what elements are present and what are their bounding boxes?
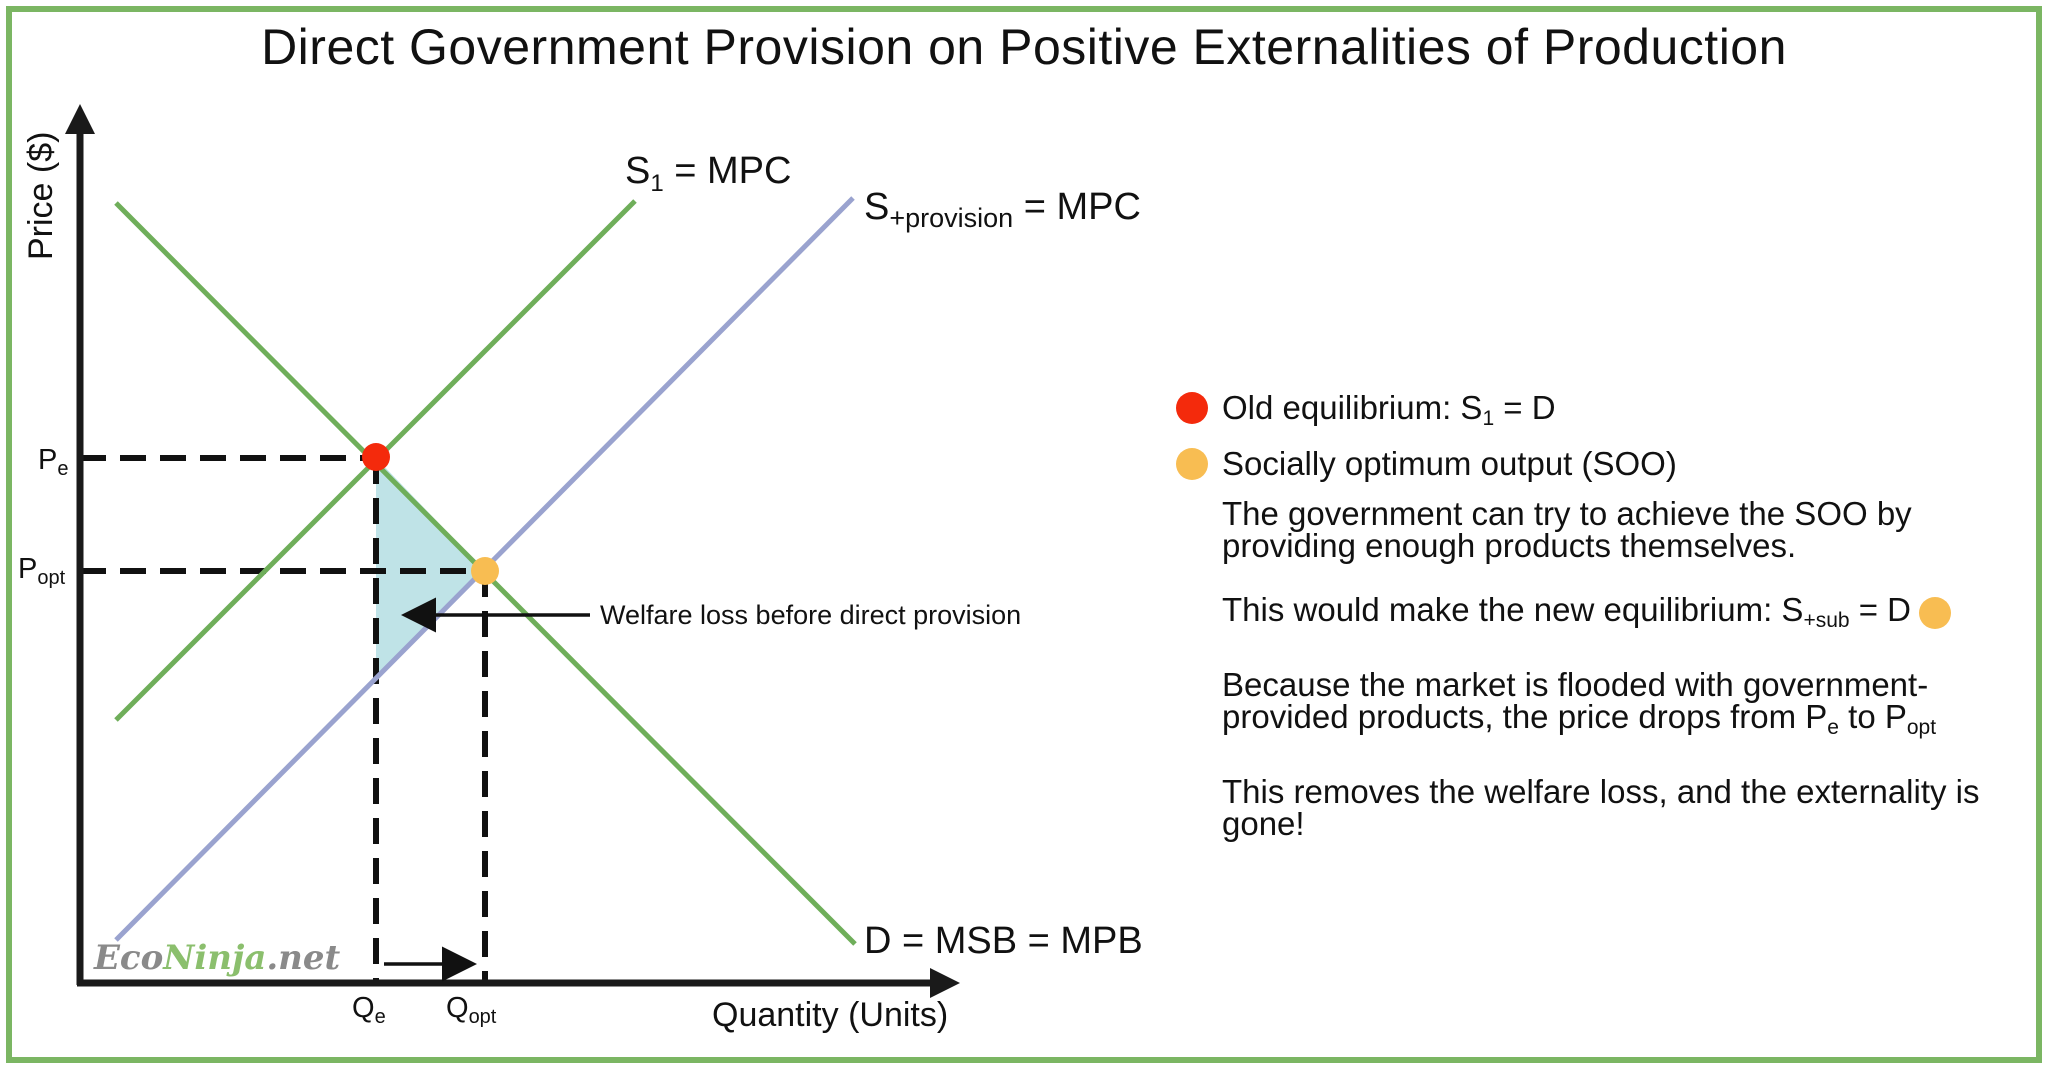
diagram-title: Direct Government Provision on Positive … xyxy=(261,19,1787,75)
legend-item-social-optimum: Socially optimum output (SOO) xyxy=(1176,442,2036,498)
red-dot-icon xyxy=(1176,392,1208,424)
x-axis-arrow-icon xyxy=(930,968,960,998)
qopt-label: Qopt xyxy=(446,992,497,1028)
legend-old-equilibrium-text: Old equilibrium: S1 = D xyxy=(1222,389,1556,430)
welfare-loss-annotation: Welfare loss before direct provision xyxy=(600,600,1022,630)
popt-label: Popt xyxy=(18,553,66,589)
x-axis-label: Quantity (Units) xyxy=(712,996,949,1034)
old-equilibrium-dot xyxy=(362,443,390,471)
s1-curve-label: S1 = MPC xyxy=(625,150,792,197)
y-axis-label: Price ($) xyxy=(22,131,60,260)
explanation-paragraph-4: This removes the welfare loss, and the e… xyxy=(1222,773,1980,842)
qe-label: Qe xyxy=(352,992,386,1028)
pe-label: Pe xyxy=(38,444,69,480)
frame-border xyxy=(6,6,2042,1063)
social-optimum-dot xyxy=(471,557,499,585)
y-axis-arrow-icon xyxy=(65,104,95,134)
welfare-loss-area xyxy=(376,458,485,675)
explanation-paragraph-3: Because the market is flooded with gover… xyxy=(1222,666,1937,739)
demand-curve-label: D = MSB = MPB xyxy=(864,920,1143,962)
legend-panel: Old equilibrium: S1 = D Socially optimum… xyxy=(1176,386,2036,872)
legend-social-optimum-text: Socially optimum output (SOO) xyxy=(1222,445,1677,482)
s-provision-curve-label: S+provision = MPC xyxy=(864,186,1141,233)
orange-dot-icon xyxy=(1919,597,1952,629)
legend-item-old-equilibrium: Old equilibrium: S1 = D xyxy=(1176,386,2036,442)
explanation-paragraph-2: This would make the new equilibrium: S+s… xyxy=(1222,593,2036,637)
orange-dot-icon xyxy=(1176,448,1208,480)
econinja-logo: EcoNinja.net xyxy=(94,938,341,978)
explanation-paragraph-1: The government can try to achieve the SO… xyxy=(1222,495,1912,564)
